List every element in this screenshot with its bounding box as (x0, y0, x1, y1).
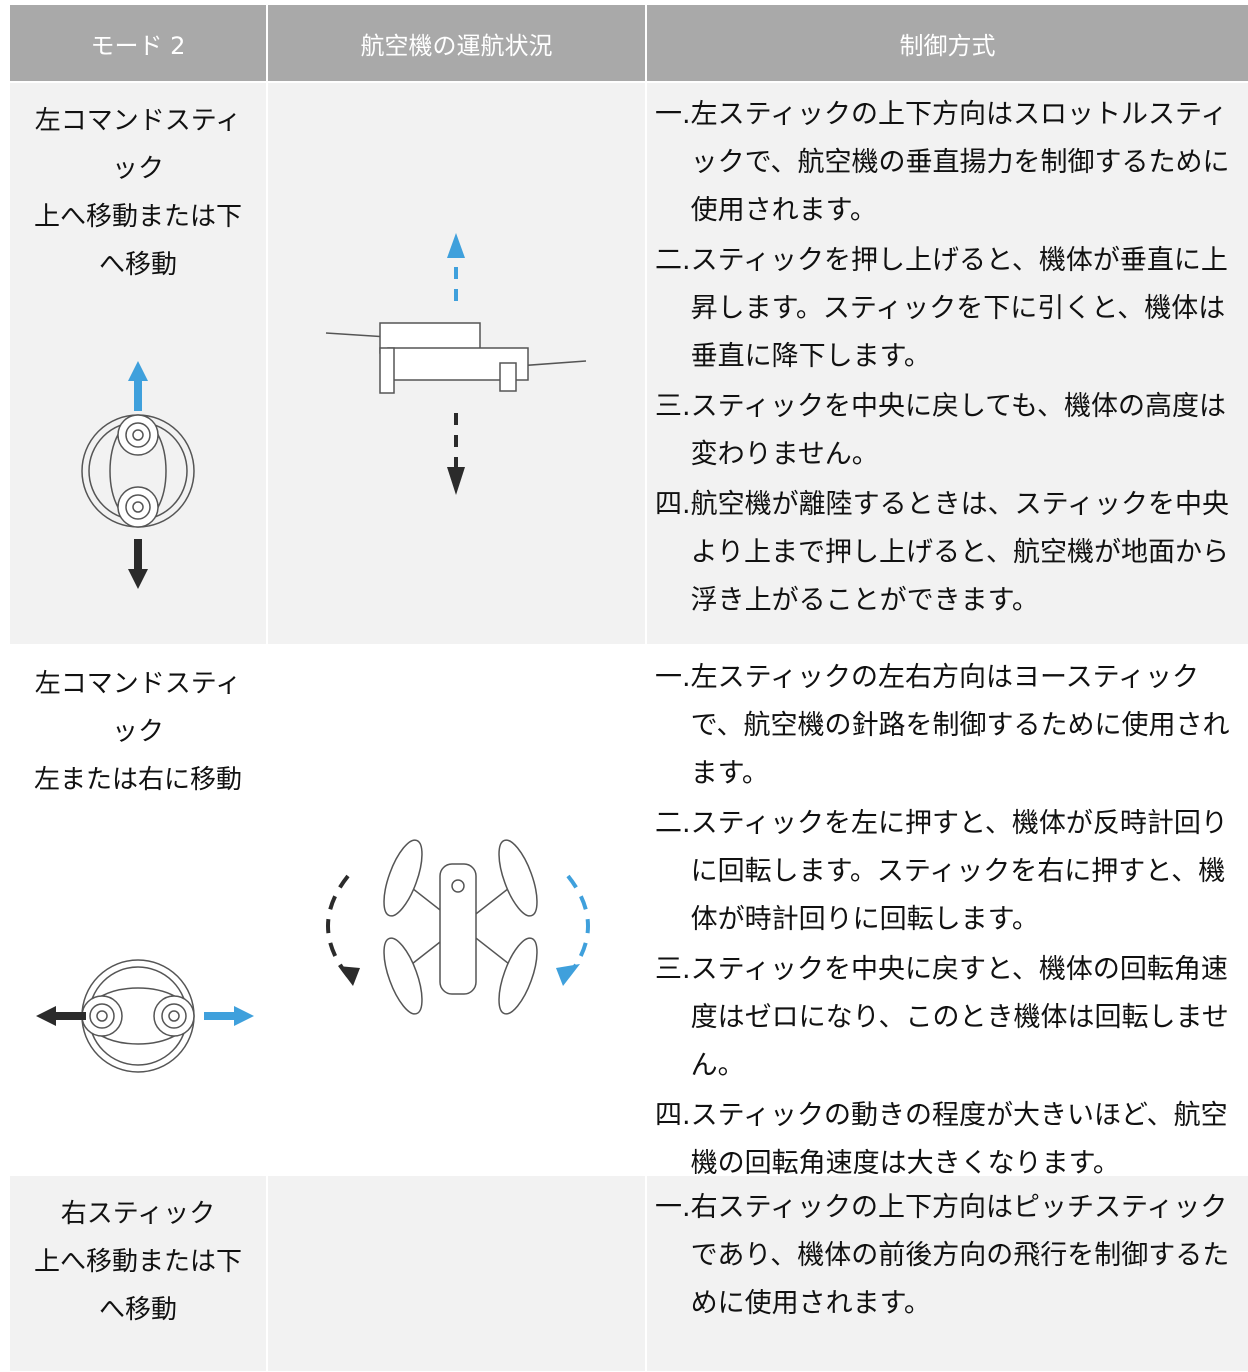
list-marker: 一. (655, 99, 691, 130)
list-text: スティックを押し上げると、機体が垂直に上昇します。スティックを下に引くと、機体は… (690, 245, 1228, 372)
list-text: スティックを左に押すと、機体が反時計回りに回転します。スティックを右に押すと、機… (690, 808, 1228, 935)
mode-line: 右スティック (60, 1199, 216, 1229)
list-item: 一. 右スティックの上下方向はピッチスティックであり、機体の前後方向の飛行を制御す… (655, 1184, 1240, 1328)
illustration (326, 839, 590, 1015)
list-marker: 一. (655, 1192, 691, 1223)
list-marker: 三. (655, 954, 691, 985)
list-marker: 二. (655, 245, 691, 276)
list-text: スティックを中央に戻すと、機体の回転角速度はゼロになり、このとき機体は回転しませ… (690, 954, 1229, 1081)
list-item: 二. スティックを左に押すと、機体が反時計回りに回転します。スティックを右に押すと… (655, 800, 1240, 944)
list-text: 左スティックの左右方向はヨースティックで、航空機の針路を制御するために使用されま… (690, 662, 1230, 789)
list-text: スティックの動きの程度が大きいほど、航空機の回転角速度は大きくなります。 (690, 1100, 1228, 1174)
mode-line: 左コマンドスティック (34, 106, 242, 184)
header-cell: 制御方式 (647, 5, 1248, 81)
mode-line: 上へ移動または下へ移動 (33, 1247, 242, 1325)
list-marker: 二. (655, 808, 691, 839)
illustration-cell (268, 1176, 645, 1371)
list-text: 右スティックの上下方向はピッチスティックであり、機体の前後方向の飛行を制御するた… (690, 1192, 1230, 1319)
list-item: 三. スティックを中央に戻すと、機体の回転角速度はゼロになり、このとき機体は回転し… (655, 946, 1240, 1090)
description: 一. 右スティックの上下方向はピッチスティックであり、機体の前後方向の飛行を制御す… (647, 1176, 1248, 1328)
illustration (36, 959, 254, 1073)
list-marker: 三. (655, 391, 691, 422)
list-item: 四. スティックの動きの程度が大きいほど、航空機の回転角速度は大きくなります。 (655, 1092, 1240, 1174)
description-cell: 一. 右スティックの上下方向はピッチスティックであり、機体の前後方向の飛行を制御す… (647, 1176, 1248, 1371)
list-text: スティックを中央に戻しても、機体の高度は変わりません。 (690, 391, 1227, 470)
illustration-cell (268, 646, 645, 1174)
list-item: 一. 左スティックの左右方向はヨースティックで、航空機の針路を制御するために使用さ… (655, 654, 1240, 798)
list-item: 一. 左スティックの上下方向はスロットルスティックで、航空機の垂直揚力を制御するた… (655, 91, 1240, 235)
mode-cell: 右スティック上へ移動または下へ移動 (10, 1176, 266, 1371)
mode-text: 左コマンドスティック 上へ移動または下へ移動 (10, 83, 266, 289)
mode-cell: 左コマンドスティック 上へ移動または下へ移動 (10, 83, 266, 644)
mode-line: 上へ移動または下へ移動 (33, 202, 242, 280)
list-text: 航空機が離陸するときは、スティックを中央より上まで押し上げると、航空機が地面から… (690, 489, 1229, 616)
control-table: モード 2 航空機の運航状況 制御方式左コマンドスティック 上へ移動または下へ移動 一… (10, 5, 1248, 1371)
description-cell: 一. 左スティックの左右方向はヨースティックで、航空機の針路を制御するために使用さ… (647, 646, 1248, 1174)
list-item: 二. スティックを押し上げると、機体が垂直に上昇します。スティックを下に引くと、機… (655, 237, 1240, 381)
list-marker: 一. (655, 662, 691, 693)
mode-cell: 左コマンドスティック左または右に移動 (10, 646, 266, 1174)
mode-text: 右スティック上へ移動または下へ移動 (10, 1176, 266, 1334)
header-cell: モード 2 (10, 5, 266, 81)
description: 一. 左スティックの上下方向はスロットルスティックで、航空機の垂直揚力を制御するた… (647, 83, 1248, 625)
illustration-cell (268, 83, 645, 644)
list-marker: 四. (655, 489, 691, 520)
list-text: 左スティックの上下方向はスロットルスティックで、航空機の垂直揚力を制御するために… (690, 99, 1230, 226)
list-item: 三. スティックを中央に戻しても、機体の高度は変わりません。 (655, 383, 1240, 479)
description: 一. 左スティックの左右方向はヨースティックで、航空機の針路を制御するために使用さ… (647, 646, 1248, 1174)
header-cell: 航空機の運航状況 (268, 5, 645, 81)
mode-line: 左コマンドスティック (34, 669, 242, 747)
mode-line: 左または右に移動 (33, 765, 242, 795)
illustration (325, 233, 587, 495)
mode-text: 左コマンドスティック左または右に移動 (10, 646, 266, 804)
illustration (81, 361, 195, 589)
list-marker: 四. (655, 1100, 691, 1131)
list-item: 四. 航空機が離陸するときは、スティックを中央より上まで押し上げると、航空機が地面… (655, 481, 1240, 625)
description-cell: 一. 左スティックの上下方向はスロットルスティックで、航空機の垂直揚力を制御するた… (647, 83, 1248, 644)
